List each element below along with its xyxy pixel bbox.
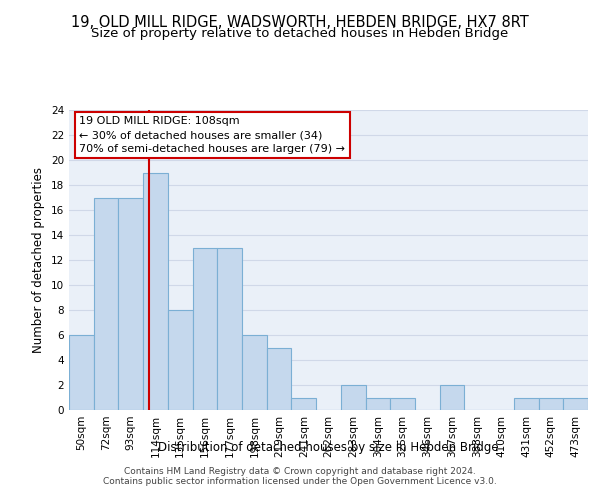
Y-axis label: Number of detached properties: Number of detached properties (32, 167, 46, 353)
Bar (217, 248, 242, 410)
Bar (168, 310, 193, 410)
Text: Distribution of detached houses by size in Hebden Bridge: Distribution of detached houses by size … (158, 441, 499, 454)
Text: Contains HM Land Registry data © Crown copyright and database right 2024.: Contains HM Land Registry data © Crown c… (124, 467, 476, 476)
Bar (267, 348, 292, 410)
Bar (69, 335, 94, 410)
Text: 19 OLD MILL RIDGE: 108sqm
← 30% of detached houses are smaller (34)
70% of semi-: 19 OLD MILL RIDGE: 108sqm ← 30% of detac… (79, 116, 346, 154)
Bar (390, 398, 415, 410)
Bar (292, 398, 316, 410)
Bar (563, 398, 588, 410)
Bar (94, 198, 118, 410)
Bar (193, 248, 217, 410)
Bar (440, 385, 464, 410)
Text: Size of property relative to detached houses in Hebden Bridge: Size of property relative to detached ho… (91, 28, 509, 40)
Bar (514, 398, 539, 410)
Bar (341, 385, 365, 410)
Bar (118, 198, 143, 410)
Bar (539, 398, 563, 410)
Text: 19, OLD MILL RIDGE, WADSWORTH, HEBDEN BRIDGE, HX7 8RT: 19, OLD MILL RIDGE, WADSWORTH, HEBDEN BR… (71, 15, 529, 30)
Bar (242, 335, 267, 410)
Text: Contains public sector information licensed under the Open Government Licence v3: Contains public sector information licen… (103, 477, 497, 486)
Bar (143, 172, 168, 410)
Bar (365, 398, 390, 410)
